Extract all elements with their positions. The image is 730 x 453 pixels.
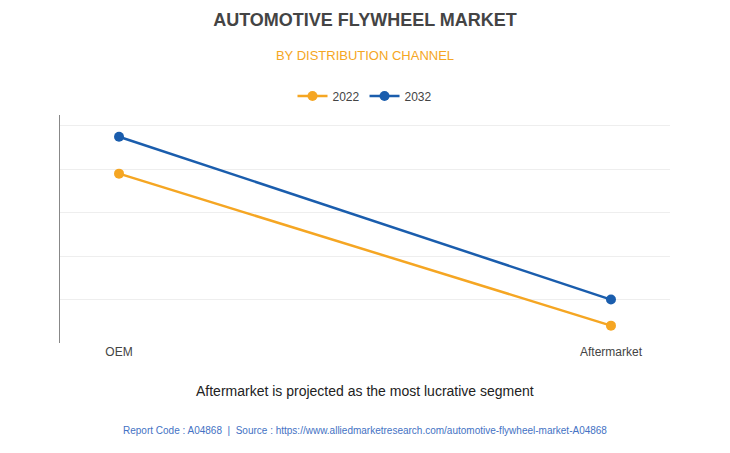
svg-text:2022: 2022 bbox=[333, 90, 360, 104]
svg-text:2032: 2032 bbox=[405, 90, 432, 104]
svg-text:Aftermarket: Aftermarket bbox=[580, 345, 643, 359]
svg-text:Aftermarket is projected as th: Aftermarket is projected as the most luc… bbox=[196, 383, 534, 399]
svg-text:OEM: OEM bbox=[105, 345, 132, 359]
svg-text:AUTOMOTIVE FLYWHEEL MARKET: AUTOMOTIVE FLYWHEEL MARKET bbox=[213, 10, 517, 30]
svg-text:BY DISTRIBUTION CHANNEL: BY DISTRIBUTION CHANNEL bbox=[276, 48, 454, 63]
svg-text:Report Code : A04868 | Sourc: Report Code : A04868 | Source : https://… bbox=[123, 425, 607, 436]
